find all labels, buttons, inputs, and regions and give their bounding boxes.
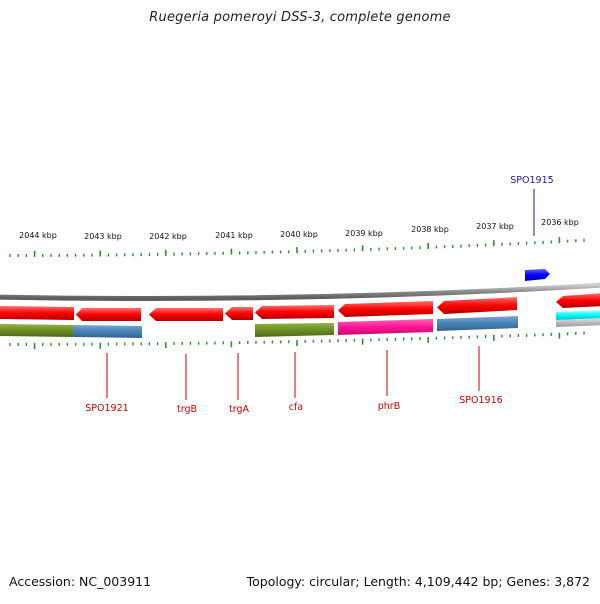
scale-label-2037: 2037 kbp (476, 222, 514, 231)
cog-block-grey-right (556, 318, 600, 327)
scale-label-2036: 2036 kbp (541, 218, 579, 227)
reverse-strand-genes (0, 293, 600, 321)
gene-spo1916-arrow[interactable] (437, 297, 517, 314)
label-leader-lines (106, 189, 535, 400)
scale-label-2042: 2042 kbp (149, 232, 187, 241)
scale-ticks-upper (9, 237, 585, 257)
cog-category-blocks (0, 310, 600, 338)
gene-labels: SPO1921 trgB trgA cfa phrB SPO1916 SPO19… (85, 175, 553, 415)
gene-label-cfa[interactable]: cfa (289, 402, 303, 413)
accession-text: Accession: NC_003911 (9, 574, 152, 589)
scale-label-2038: 2038 kbp (411, 225, 449, 234)
gene-spo1915-arrow[interactable] (525, 269, 550, 281)
gene-phrb-arrow[interactable] (338, 301, 433, 317)
scale-label-2039: 2039 kbp (345, 229, 383, 238)
scale-label-2044: 2044 kbp (19, 231, 57, 240)
gene-label-trga[interactable]: trgA (229, 404, 249, 415)
genome-summary-text: Topology: circular; Length: 4,109,442 bp… (246, 574, 590, 589)
gene-cfa-arrow[interactable] (255, 305, 334, 319)
scale-ticks-lower (9, 331, 585, 349)
cog-block-steel-spo1916 (437, 316, 518, 331)
map-title: Ruegeria pomeroyi DSS-3, complete genome (149, 10, 451, 25)
gene-trga-arrow[interactable] (225, 307, 253, 320)
scale-label-2043: 2043 kbp (84, 232, 122, 241)
gene-label-spo1921[interactable]: SPO1921 (85, 403, 128, 414)
gene-spo1921-arrow[interactable] (76, 308, 141, 321)
cog-block-steel-spo1921 (73, 325, 142, 338)
cog-block-olive-cfa (255, 323, 334, 337)
gene-trgb-arrow[interactable] (149, 308, 223, 321)
scale-label-2040: 2040 kbp (280, 230, 318, 239)
cog-block-cyan-right (556, 310, 600, 320)
cog-block-magenta-phrb (338, 319, 433, 335)
gene-arrow-right-edge[interactable] (556, 293, 600, 308)
genome-backbone (0, 282, 600, 301)
scale-labels: 2044 kbp 2043 kbp 2042 kbp 2041 kbp 2040… (19, 218, 579, 241)
cog-block-olive-left (0, 324, 73, 337)
gene-label-trgb[interactable]: trgB (177, 404, 197, 415)
gene-label-phrb[interactable]: phrB (378, 401, 400, 412)
gene-label-spo1915[interactable]: SPO1915 (510, 175, 553, 186)
scale-label-2041: 2041 kbp (215, 231, 253, 240)
gene-label-spo1916[interactable]: SPO1916 (459, 395, 502, 406)
gene-arrow-left-edge[interactable] (0, 306, 74, 320)
